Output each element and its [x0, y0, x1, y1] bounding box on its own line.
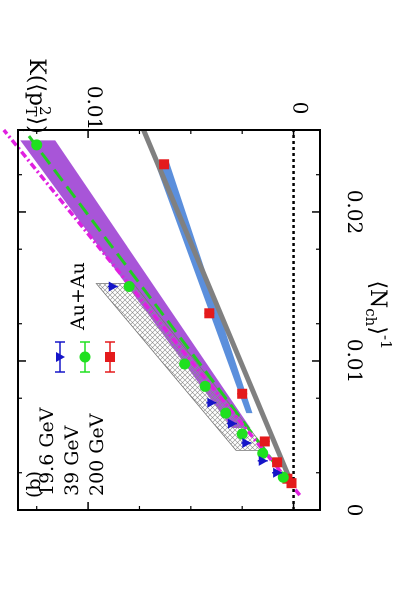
fit-line-2: [2, 128, 302, 497]
marker-19gev: [242, 437, 252, 448]
marker-39gev: [179, 358, 191, 370]
fit-line-0: [141, 129, 294, 485]
y-tick-label: 0: [289, 102, 313, 115]
legend-marker: [56, 352, 65, 362]
fit-lines: [2, 128, 302, 497]
marker-39gev: [220, 407, 232, 419]
marker-19gev: [273, 467, 283, 478]
marker-19gev: [227, 418, 237, 429]
marker-19gev: [258, 455, 268, 466]
x-tick-label: 0: [343, 504, 367, 517]
fit-line-1: [23, 129, 291, 485]
x-axis-label: ⟨Nch⟩-1: [362, 280, 395, 349]
legend-marker: [79, 351, 91, 363]
marker-39gev: [236, 428, 248, 440]
band-0: [153, 159, 253, 414]
legend-marker: [105, 352, 115, 362]
marker-39gev: [199, 380, 211, 392]
annotation-label: Au+Au: [67, 262, 89, 331]
plot-frame: [17, 129, 321, 511]
uncertainty-bands: [20, 140, 268, 451]
marker-39gev: [123, 280, 135, 292]
y-axis-label: K(⟨p2T⟩): [22, 58, 54, 133]
y-tick-label: 0.01: [83, 86, 107, 131]
data-markers: [31, 139, 297, 489]
marker-39gev: [257, 447, 269, 459]
band-1: [20, 140, 251, 429]
marker-200gev: [272, 457, 283, 468]
legend-label: 200 GeV: [86, 413, 108, 496]
legend-label: 19.6 GeV: [36, 407, 58, 496]
x-tick-label: 0.01: [343, 339, 367, 384]
marker-19gev: [207, 397, 217, 408]
marker-39gev: [277, 471, 289, 483]
panel-label: (b): [23, 471, 45, 498]
marker-19gev: [108, 281, 118, 292]
marker-200gev: [259, 436, 270, 447]
marker-39gev: [31, 139, 43, 151]
marker-200gev: [159, 159, 170, 170]
x-tick-label: 0.02: [343, 190, 367, 235]
marker-200gev: [237, 388, 248, 399]
legend-label: 39 GeV: [61, 425, 83, 496]
marker-200gev: [204, 308, 215, 319]
axis-ticks: 0 0.01 0.02 0 0.01: [18, 86, 367, 517]
